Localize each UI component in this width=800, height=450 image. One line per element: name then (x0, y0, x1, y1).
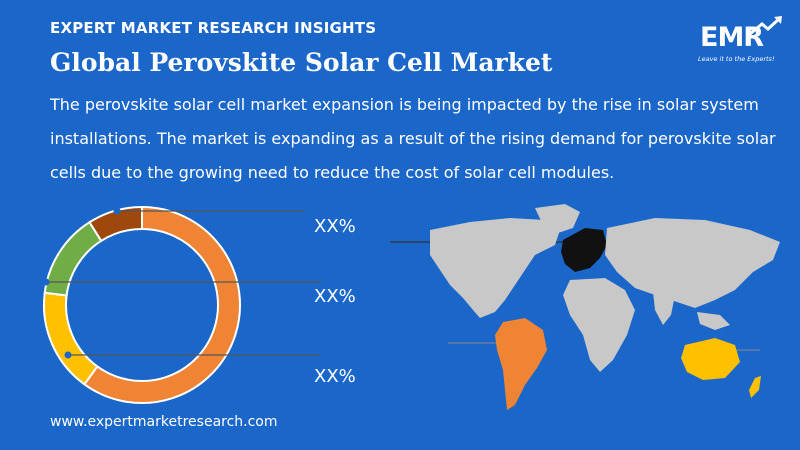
percent-label-1: XX% (314, 216, 356, 237)
map-india (653, 292, 675, 325)
map-asia (605, 218, 780, 308)
emr-logo: EMR Leave it to the Experts! (678, 12, 788, 74)
growth-arrow-icon (749, 16, 782, 36)
kicker-text: EXPERT MARKET RESEARCH INSIGHTS (50, 19, 377, 37)
map-north-america (430, 218, 560, 318)
donut-segment-orange (82, 205, 241, 404)
logo-mark: EMR (700, 22, 764, 53)
percent-label-2: XX% (314, 286, 356, 307)
map-europe (561, 228, 607, 272)
map-new-zealand (749, 376, 761, 398)
map-se-asia (697, 312, 730, 330)
map-africa (563, 278, 635, 372)
logo-tagline: Leave it to the Experts! (698, 55, 775, 63)
donut-segment-green (43, 220, 103, 297)
page-title: Global Perovskite Solar Cell Market (50, 48, 553, 77)
map-australia (681, 338, 740, 380)
map-south-america (495, 318, 547, 410)
donut-chart (43, 205, 241, 404)
donut-segment-yellow (43, 291, 99, 386)
percent-label-3: XX% (314, 366, 356, 387)
map-greenland (535, 204, 580, 234)
description-text: The perovskite solar cell market expansi… (50, 95, 776, 182)
world-map (430, 204, 780, 410)
donut-segment-brown (88, 205, 144, 243)
website-url[interactable]: www.expertmarketresearch.com (50, 414, 278, 430)
